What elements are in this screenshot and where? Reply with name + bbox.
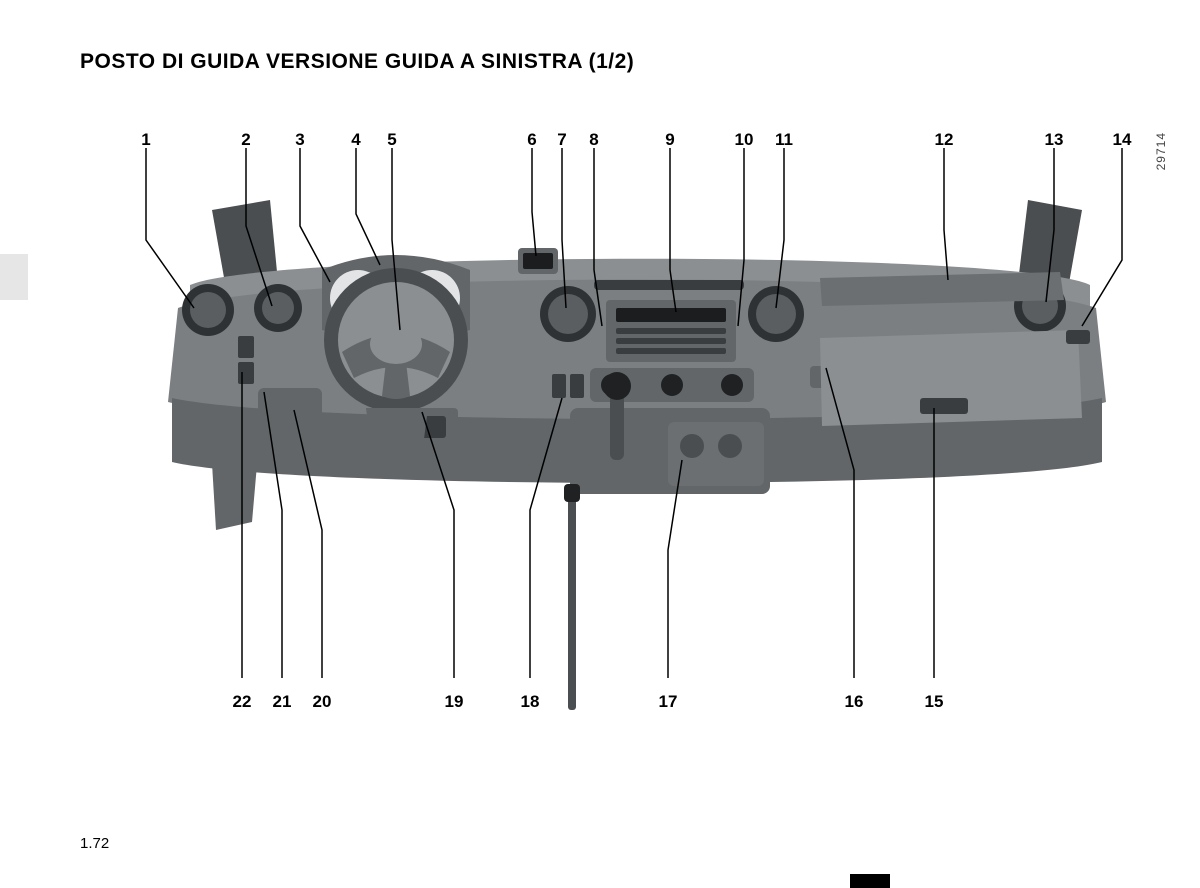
callout-14: 14 bbox=[1108, 130, 1136, 150]
callout-15: 15 bbox=[920, 692, 948, 712]
page-number: 1.72 bbox=[80, 835, 109, 852]
crop-mark bbox=[850, 874, 890, 888]
callout-6: 6 bbox=[518, 130, 546, 150]
callout-10: 10 bbox=[730, 130, 758, 150]
callout-8: 8 bbox=[580, 130, 608, 150]
callout-2: 2 bbox=[232, 130, 260, 150]
callout-4: 4 bbox=[342, 130, 370, 150]
callout-9: 9 bbox=[656, 130, 684, 150]
callout-3: 3 bbox=[286, 130, 314, 150]
dashboard-svg bbox=[120, 130, 1140, 710]
callout-21: 21 bbox=[268, 692, 296, 712]
image-reference-code: 29714 bbox=[1154, 132, 1168, 170]
callout-13: 13 bbox=[1040, 130, 1068, 150]
side-margin-tab bbox=[0, 254, 28, 300]
callout-18: 18 bbox=[516, 692, 544, 712]
page-title: POSTO DI GUIDA VERSIONE GUIDA A SINISTRA… bbox=[80, 50, 634, 74]
callout-12: 12 bbox=[930, 130, 958, 150]
callout-5: 5 bbox=[378, 130, 406, 150]
callout-17: 17 bbox=[654, 692, 682, 712]
callout-7: 7 bbox=[548, 130, 576, 150]
callout-16: 16 bbox=[840, 692, 868, 712]
dashboard-diagram: 1 2 3 4 5 6 7 8 9 10 11 12 13 14 22 21 2… bbox=[120, 130, 1140, 710]
callout-1: 1 bbox=[132, 130, 160, 150]
callout-22: 22 bbox=[228, 692, 256, 712]
callout-11: 11 bbox=[770, 130, 798, 150]
callout-19: 19 bbox=[440, 692, 468, 712]
callout-20: 20 bbox=[308, 692, 336, 712]
